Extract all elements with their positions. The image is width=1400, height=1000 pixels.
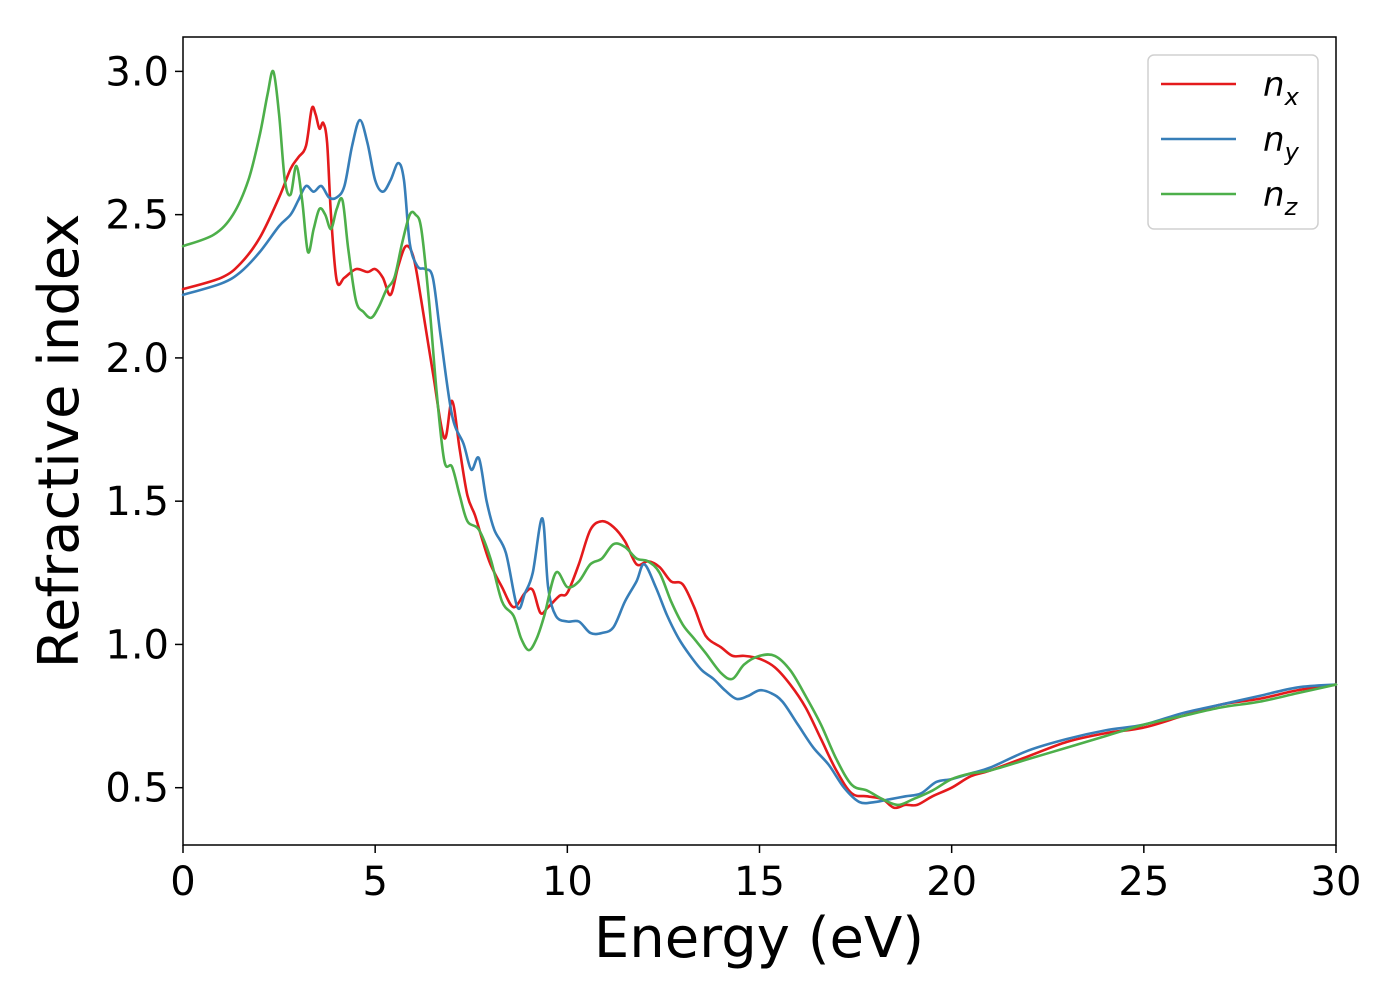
x-axis-title: Energy (eV): [594, 906, 924, 971]
series-line-y: [181, 118, 1338, 805]
y-tick-label: 3.0: [105, 49, 169, 95]
series-line-x: [181, 105, 1338, 810]
legend-label-x: nx: [1263, 65, 1300, 111]
x-axis-ticks: 0 5 10 15 20 25 30: [170, 845, 1361, 905]
y-axis-ticks: 0.5 1.0 1.5 2.0 2.5 3.0: [105, 49, 183, 812]
legend-label-y: ny: [1263, 120, 1300, 166]
x-tick-label: 20: [926, 859, 977, 905]
y-tick-label: 1.0: [105, 622, 169, 668]
plot-area-frame: [182, 36, 1337, 846]
x-tick-label: 5: [362, 859, 387, 905]
legend-label-z: nz: [1263, 175, 1299, 221]
series-line-z: [181, 69, 1338, 807]
y-tick-label: 2.5: [105, 193, 169, 239]
x-tick-label: 25: [1118, 859, 1169, 905]
series-layer: [181, 69, 1338, 810]
x-tick-label: 30: [1311, 859, 1362, 905]
y-tick-label: 0.5: [105, 766, 169, 812]
x-tick-label: 15: [734, 859, 785, 905]
y-axis-title: Refractive index: [27, 214, 92, 669]
y-tick-label: 2.0: [105, 336, 169, 382]
legend: nx ny nz: [1147, 54, 1319, 230]
legend-box: [1147, 54, 1319, 230]
x-tick-label: 0: [170, 859, 195, 905]
y-tick-label: 1.5: [105, 479, 169, 525]
x-tick-label: 10: [542, 859, 593, 905]
